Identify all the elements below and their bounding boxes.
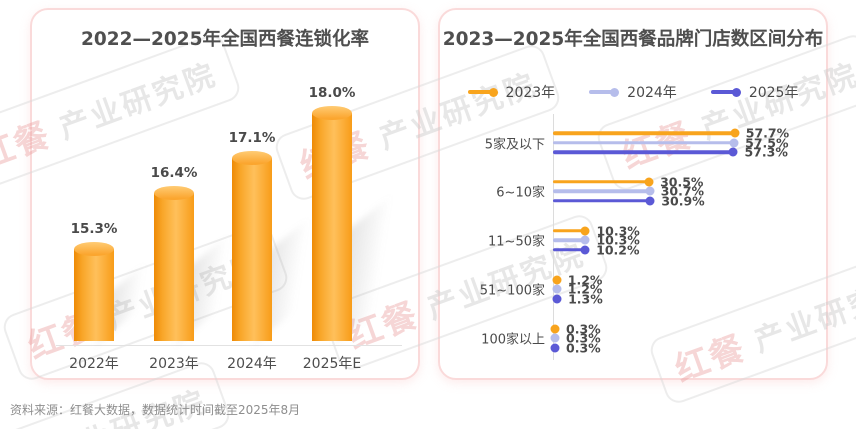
lollipop-stick: [553, 229, 586, 233]
value-label: 57.3%: [744, 144, 788, 160]
legend-dot-icon: [610, 87, 620, 97]
bar-value-label: 16.4%: [150, 165, 198, 181]
lollipop-dot: [644, 177, 654, 187]
x-axis-tick-label: 2023年: [149, 356, 199, 372]
value-label: 1.2%: [567, 272, 603, 288]
category-label: 11~50家: [488, 234, 545, 250]
legend-line: [589, 90, 616, 94]
x-axis-line: [56, 345, 402, 346]
legend-label: 2023年: [505, 85, 556, 101]
lollipop-dot: [580, 226, 590, 236]
value-label: 0.3%: [566, 321, 601, 337]
lollipop-stick: [553, 248, 586, 252]
x-axis-tick-label: 2025年E: [302, 356, 362, 372]
value-label: 1.2%: [567, 281, 603, 297]
category-label: 5家及以下: [484, 137, 545, 152]
lollipop-dot: [729, 138, 739, 147]
value-label: 1.3%: [568, 291, 603, 307]
distribution-panel: 2023—2025年全国西餐品牌门店数区间分布 2023年 2024年 2025年 …: [438, 8, 828, 380]
bar-4: [312, 106, 352, 341]
legend-dot-icon: [731, 87, 741, 97]
bar-value-label: 15.3%: [70, 221, 118, 237]
value-label: 57.5%: [745, 135, 789, 150]
lollipop-dot: [580, 235, 590, 245]
lollipop-dot: [552, 284, 562, 294]
legend-item-3: 2025年: [710, 82, 799, 102]
y-axis-line: [553, 114, 554, 360]
legend-item-2: 2024年: [589, 82, 677, 102]
value-label: 30.5%: [660, 174, 704, 190]
category-label: 100家以上: [481, 332, 545, 348]
chainization-panel: 2022—2025年全国西餐连锁化率 15.3% 2022年 16.4% 2023年 1…: [30, 8, 420, 380]
value-label: 10.2%: [596, 242, 640, 258]
bar-value-label: 18.0%: [308, 85, 356, 101]
value-label: 10.3%: [596, 223, 640, 239]
legend-label: 2024年: [627, 85, 677, 101]
legend-item-1: 2023年: [467, 82, 556, 102]
lollipop-stick: [553, 189, 650, 194]
x-axis-tick-label: 2024年: [227, 356, 277, 372]
lollipop-dot: [730, 128, 740, 138]
legend: 2023年 2024年 2025年: [440, 82, 826, 102]
lollipop-dot: [550, 324, 560, 334]
right-chart-title: 2023—2025年全国西餐品牌门店数区间分布: [442, 29, 824, 50]
lollipop-stick: [553, 150, 734, 154]
value-label: 0.3%: [566, 330, 601, 346]
value-label: 30.7%: [660, 183, 705, 199]
lollipop-dot: [550, 343, 560, 353]
legend-line: [467, 90, 494, 94]
lollipop-dot: [580, 245, 590, 255]
legend-line: [710, 90, 737, 94]
source-note: 资料来源：红餐大数据，数据统计时间截至2025年8月: [10, 403, 301, 417]
lollipop-chart-area: 5家及以下 57.7% 57.5% 57.3% 6~10家 30.5% 30.7% 30.9%…: [440, 10, 826, 378]
lollipop-stick: [553, 131, 735, 135]
lollipop-dot: [645, 196, 655, 206]
legend-dot-icon: [488, 87, 498, 97]
lollipop-stick: [553, 199, 651, 203]
category-label: 51~100家: [479, 283, 545, 299]
lollipop-stick: [553, 140, 735, 145]
lollipop-dot: [550, 333, 560, 343]
bar-2: [154, 186, 194, 341]
left-chart-title: 2022—2025年全国西餐连锁化率: [81, 29, 369, 50]
lollipop-stick: [553, 180, 650, 184]
bar-chart-area: 15.3% 2022年 16.4% 2023年 17.1% 2024年 18.0% 2025年…: [32, 10, 418, 378]
bar-1: [74, 242, 114, 341]
value-label: 30.9%: [661, 193, 705, 209]
legend-label: 2025年: [748, 85, 799, 101]
lollipop-dot: [552, 294, 562, 304]
value-label: 57.7%: [745, 125, 790, 141]
category-label: 6~10家: [496, 185, 545, 201]
lollipop-dot: [728, 147, 738, 157]
x-axis-tick-label: 2022年: [69, 356, 119, 372]
value-label: 0.3%: [566, 340, 601, 356]
lollipop-stick: [553, 238, 586, 243]
lollipop-dot: [552, 275, 562, 285]
value-label: 10.3%: [596, 232, 640, 248]
lollipop-dot: [645, 186, 655, 196]
bar-3: [232, 151, 272, 341]
bar-value-label: 17.1%: [228, 130, 276, 146]
